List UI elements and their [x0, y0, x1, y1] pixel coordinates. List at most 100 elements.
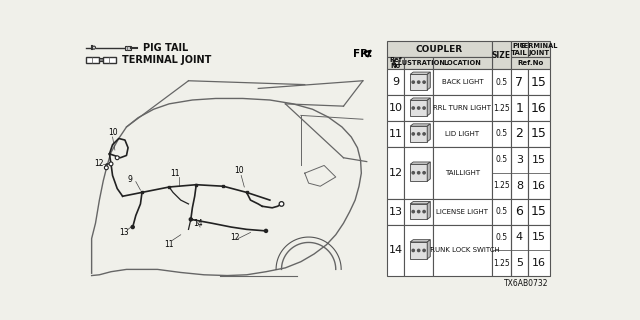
Text: 10: 10	[108, 128, 117, 137]
Bar	[410, 204, 428, 220]
Bar	[511, 173, 528, 199]
Circle shape	[417, 81, 420, 83]
Text: LID LIGHT: LID LIGHT	[445, 131, 479, 137]
Text: 0.5: 0.5	[495, 207, 508, 216]
Text: TERMINAL JOINT: TERMINAL JOINT	[122, 55, 211, 65]
Bar	[492, 147, 511, 199]
Text: 8: 8	[516, 181, 523, 191]
Bar	[492, 95, 511, 121]
Text: RRL TURN LIGHT: RRL TURN LIGHT	[433, 105, 492, 111]
Text: 10: 10	[234, 166, 244, 175]
Bar	[433, 95, 492, 121]
Bar	[404, 147, 433, 199]
Bar	[433, 121, 492, 147]
Bar	[433, 147, 492, 199]
Bar	[511, 57, 550, 69]
Text: 13: 13	[388, 207, 403, 217]
Bar	[511, 121, 528, 147]
Circle shape	[131, 226, 134, 228]
Bar	[492, 42, 511, 69]
Text: FR.: FR.	[353, 49, 372, 59]
Text: 5: 5	[516, 258, 523, 268]
Circle shape	[417, 133, 420, 135]
Text: Ref
No: Ref No	[389, 57, 402, 69]
Circle shape	[423, 81, 425, 83]
Bar	[433, 225, 492, 276]
Bar	[387, 95, 404, 121]
Bar	[410, 74, 428, 90]
Bar	[528, 121, 550, 147]
Bar	[404, 225, 433, 276]
Text: 14: 14	[193, 219, 203, 228]
Text: 16: 16	[532, 258, 546, 268]
Bar	[528, 95, 550, 121]
Bar	[410, 126, 428, 142]
Text: TX6AB0732: TX6AB0732	[504, 279, 549, 288]
Polygon shape	[410, 72, 430, 74]
Bar	[492, 225, 511, 251]
Circle shape	[417, 107, 420, 109]
Circle shape	[412, 81, 415, 83]
Bar	[492, 173, 511, 199]
Circle shape	[423, 211, 425, 213]
Bar	[528, 225, 550, 276]
Bar	[433, 57, 492, 69]
Polygon shape	[410, 98, 430, 100]
Circle shape	[423, 133, 425, 135]
Text: 1.25: 1.25	[493, 181, 509, 190]
Circle shape	[417, 211, 420, 213]
Bar	[511, 199, 528, 225]
Circle shape	[104, 166, 108, 170]
Bar	[410, 242, 428, 259]
Polygon shape	[410, 240, 430, 242]
Circle shape	[423, 249, 425, 252]
Text: ILLUSTRATION: ILLUSTRATION	[392, 60, 445, 66]
Circle shape	[417, 249, 420, 252]
Bar	[387, 225, 404, 276]
Bar	[387, 57, 404, 69]
Bar	[125, 46, 131, 50]
Bar	[528, 225, 550, 251]
Circle shape	[412, 172, 415, 174]
Text: LICENSE LIGHT: LICENSE LIGHT	[436, 209, 488, 215]
Text: 10: 10	[388, 103, 403, 113]
Circle shape	[109, 162, 113, 166]
Circle shape	[412, 211, 415, 213]
Bar	[511, 225, 528, 251]
Circle shape	[115, 156, 119, 160]
Text: 6: 6	[515, 205, 524, 218]
Text: 3: 3	[516, 155, 523, 165]
Text: COUPLER: COUPLER	[415, 45, 463, 54]
Bar	[492, 251, 511, 276]
Circle shape	[412, 107, 415, 109]
Text: 15: 15	[532, 233, 546, 243]
Bar	[387, 121, 404, 147]
Circle shape	[417, 172, 420, 174]
Text: 15: 15	[531, 205, 547, 218]
Polygon shape	[410, 162, 430, 164]
Text: 11: 11	[170, 169, 179, 178]
Text: 1: 1	[515, 101, 524, 115]
Text: 12: 12	[230, 233, 240, 242]
Text: 9: 9	[392, 77, 399, 87]
Bar	[433, 69, 492, 95]
Bar	[528, 173, 550, 199]
Bar	[528, 199, 550, 225]
Text: 11: 11	[164, 240, 174, 249]
Polygon shape	[428, 202, 430, 220]
Text: 15: 15	[531, 76, 547, 89]
Text: 12: 12	[388, 168, 403, 178]
Bar	[511, 95, 528, 121]
Circle shape	[189, 218, 193, 221]
Text: SIZE: SIZE	[492, 51, 511, 60]
Bar	[99, 59, 103, 61]
Bar	[387, 147, 404, 199]
Text: 12: 12	[95, 159, 104, 168]
Bar	[492, 69, 511, 95]
Circle shape	[264, 229, 268, 232]
Text: 14: 14	[388, 245, 403, 255]
Bar	[511, 147, 528, 173]
Text: 15: 15	[531, 127, 547, 140]
Text: 0.5: 0.5	[495, 233, 508, 242]
Bar	[511, 147, 528, 199]
